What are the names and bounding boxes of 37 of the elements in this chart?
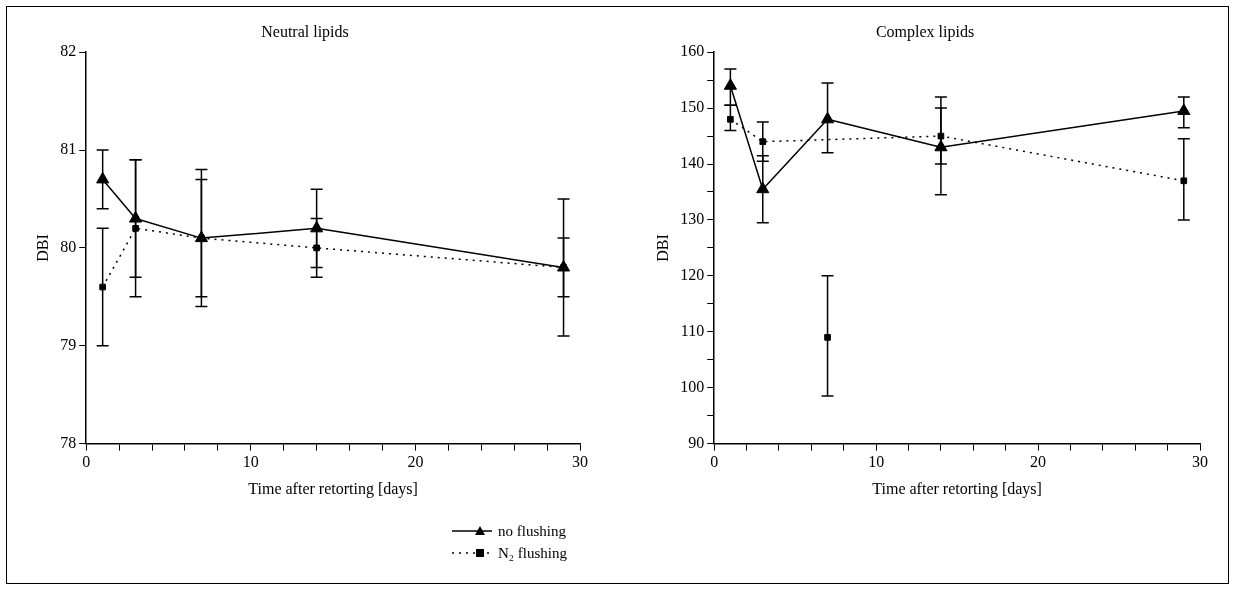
y-tick-label: 120 <box>680 266 705 284</box>
point <box>96 171 110 184</box>
x-axis-title: Time after retorting [days] <box>872 479 1042 498</box>
y-tick-label: 150 <box>680 98 705 116</box>
y-tick-label: 160 <box>680 42 705 60</box>
point <box>313 244 320 252</box>
x-tick-label: 10 <box>868 453 885 471</box>
point <box>723 78 737 90</box>
y-axis-title: DBI <box>33 234 51 262</box>
x-tick-label: 30 <box>1192 453 1208 471</box>
point <box>727 115 734 123</box>
chart-title: Complex lipids <box>875 22 975 41</box>
y-tick-label: 80 <box>60 238 77 256</box>
point <box>824 334 831 341</box>
y-tick-label: 82 <box>60 42 77 60</box>
chart-title: Neutral lipids <box>261 22 349 41</box>
x-tick-label: 0 <box>710 453 719 471</box>
point <box>99 283 106 291</box>
y-axis-title: DBI <box>653 234 671 262</box>
x-tick-label: 20 <box>407 453 424 471</box>
x-axis-title: Time after retorting [days] <box>248 479 418 498</box>
legend-label: N₂ flushing <box>498 544 567 562</box>
y-tick-label: 110 <box>680 321 705 339</box>
point <box>129 211 143 223</box>
y-tick-label: 81 <box>60 140 77 158</box>
y-tick-label: 140 <box>680 154 705 172</box>
x-tick-label: 0 <box>82 453 91 471</box>
y-tick-label: 90 <box>688 433 705 451</box>
y-tick-label: 100 <box>680 377 705 395</box>
point <box>132 225 139 232</box>
y-tick-label: 130 <box>680 210 705 228</box>
y-tick-label: 78 <box>60 433 77 451</box>
x-tick-label: 20 <box>1030 453 1047 471</box>
y-tick-label: 79 <box>60 335 77 353</box>
legend-label: no flushing <box>498 522 566 540</box>
x-tick-label: 10 <box>242 453 259 471</box>
x-tick-label: 30 <box>572 453 588 471</box>
